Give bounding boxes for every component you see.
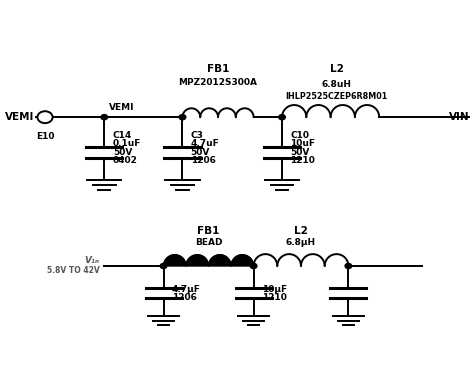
Text: BEAD: BEAD [195, 238, 222, 247]
Text: VEMI: VEMI [109, 103, 135, 112]
Text: 1210: 1210 [262, 293, 286, 302]
Text: C3: C3 [191, 131, 203, 140]
Polygon shape [209, 255, 231, 266]
Text: 50V: 50V [113, 148, 132, 157]
Circle shape [160, 263, 167, 269]
Text: L2: L2 [329, 64, 344, 74]
Circle shape [101, 115, 108, 120]
Text: 4.7μF: 4.7μF [172, 285, 201, 294]
Text: MPZ2012S300A: MPZ2012S300A [179, 78, 257, 87]
Text: 50V: 50V [191, 148, 210, 157]
Text: E10: E10 [36, 132, 55, 141]
Polygon shape [231, 255, 254, 266]
Polygon shape [186, 255, 209, 266]
Text: VEMI: VEMI [5, 112, 34, 122]
Circle shape [345, 263, 352, 269]
Text: FB1: FB1 [197, 226, 220, 236]
Text: 4.7uF: 4.7uF [191, 139, 219, 148]
Circle shape [279, 115, 285, 120]
Text: 1206: 1206 [172, 293, 196, 302]
Text: C14: C14 [113, 131, 132, 140]
Text: C10: C10 [290, 131, 309, 140]
Text: 1210: 1210 [290, 156, 315, 165]
Polygon shape [164, 255, 186, 266]
Circle shape [250, 263, 257, 269]
Text: 0402: 0402 [113, 156, 137, 165]
Text: V₁ₙ: V₁ₙ [84, 256, 100, 265]
Text: 10uF: 10uF [290, 139, 315, 148]
Text: 5.8V TO 42V: 5.8V TO 42V [47, 266, 100, 275]
Text: 10μF: 10μF [262, 285, 287, 294]
Text: 0.1uF: 0.1uF [113, 139, 141, 148]
Text: 6.8uH: 6.8uH [321, 80, 352, 89]
Text: 6.8μH: 6.8μH [286, 238, 316, 247]
Text: FB1: FB1 [207, 64, 229, 74]
Text: IHLP2525CZEР6R8M01: IHLP2525CZEР6R8M01 [285, 92, 388, 101]
Text: L2: L2 [294, 226, 308, 236]
Text: 1206: 1206 [191, 156, 215, 165]
Circle shape [179, 115, 186, 120]
Text: VIN: VIN [448, 112, 469, 122]
Text: 50V: 50V [290, 148, 310, 157]
